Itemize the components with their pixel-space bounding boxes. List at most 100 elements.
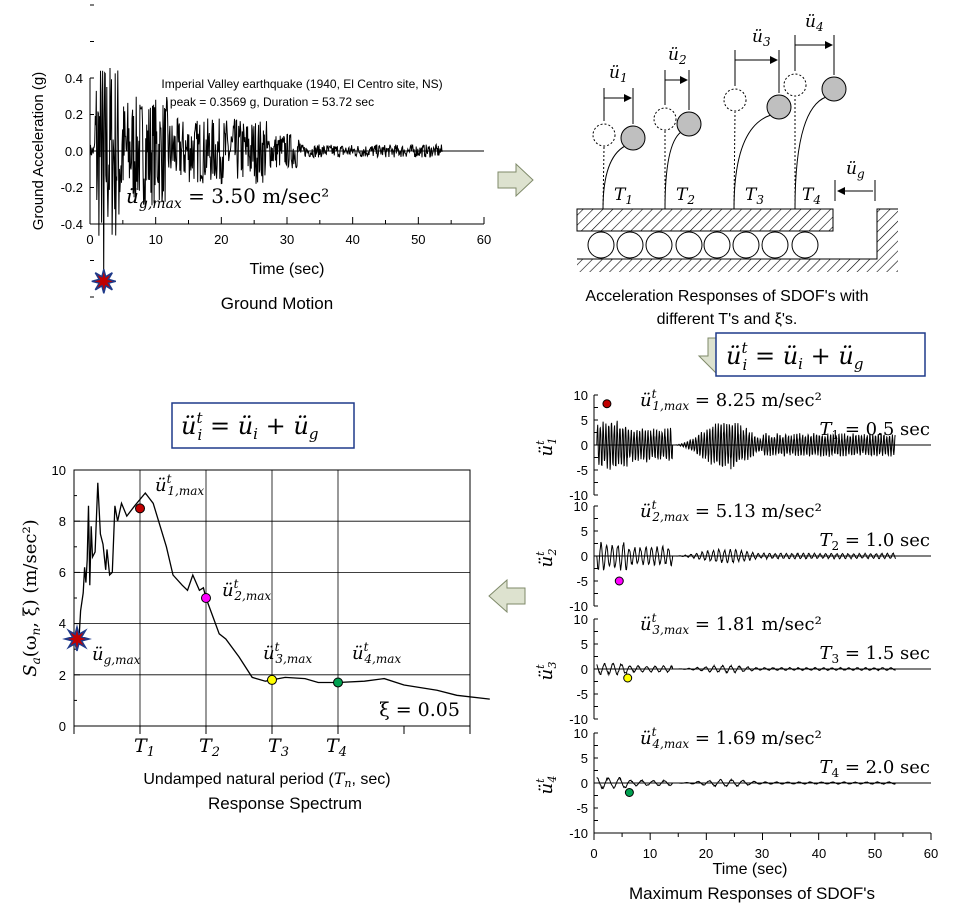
x-tick-label: 20 <box>699 846 713 861</box>
y-tick-label: -5 <box>576 801 588 816</box>
left-arrow-icon <box>488 578 526 614</box>
y-tick-label: 5 <box>581 524 588 539</box>
x-tick-label-t1: T1 <box>134 735 155 760</box>
spectrum-formula-box: üt i = üi + üg <box>171 402 355 449</box>
x-tick-label: 60 <box>477 232 491 247</box>
y-axis-label: üt2 <box>534 548 559 567</box>
x-tick-label: 30 <box>280 232 294 247</box>
x-tick-label: 20 <box>214 232 228 247</box>
shaking-base-slab <box>576 208 834 232</box>
y-tick-label: -10 <box>569 712 588 727</box>
y-tick-label: 10 <box>574 388 588 403</box>
response-panel-2: 10 5 0 -5 -10 üt2 üt 2,max = 5.13 m/sec² T2 = 1.… <box>534 498 931 614</box>
y-tick-label: -0.4 <box>61 217 83 232</box>
spectrum-marker-4 <box>333 677 343 688</box>
deformed-column <box>794 96 827 210</box>
y-tick-label: 6 <box>59 565 66 580</box>
mass-icon <box>766 94 792 120</box>
ground-motion-plot: 0.4 0.2 0.0 -0.2 -0.4 0 10 20 30 40 50 6… <box>30 4 491 313</box>
y-tick-label: 4 <box>59 616 66 631</box>
y-tick-label: 0 <box>581 662 588 677</box>
spectrum-curve <box>78 482 490 700</box>
sdof-oscillator-1 <box>592 88 646 210</box>
spectrum-marker-1 <box>135 503 145 514</box>
y-tick-label: -5 <box>576 463 588 478</box>
x-tick-label-t4: T4 <box>326 735 347 760</box>
x-tick-label-t3: T3 <box>268 735 289 760</box>
peak-formula: üt 1,max = 8.25 m/sec² <box>640 387 822 413</box>
roller <box>587 231 615 259</box>
peak-marker <box>614 576 624 586</box>
sdof-diagram: T1 T2 T3 T4 ü1 ü2 ü3 ü4 üg Acceleration … <box>576 12 898 328</box>
x-tick-label: 10 <box>643 846 657 861</box>
y-tick-label: 0.0 <box>65 144 83 159</box>
roller <box>732 231 760 259</box>
undeformed-mass <box>653 107 677 131</box>
x-axis-label: Time (sec) <box>250 261 325 278</box>
x-tick-label: 30 <box>755 846 769 861</box>
y-tick-label: 10 <box>574 499 588 514</box>
undeformed-mass <box>592 123 616 147</box>
undeformed-mass <box>723 88 747 112</box>
x-tick-label: 0 <box>590 846 597 861</box>
plot-title: Imperial Valley earthquake (1940, El Cen… <box>161 77 442 91</box>
response-spectrum-plot: 10 8 6 4 2 0 T1 T2 T3 T4 Sa(ωn, ξ) (m/se… <box>20 463 490 813</box>
x-tick-label: 40 <box>345 232 359 247</box>
spectrum-marker-2 <box>201 593 211 603</box>
ground-peak-formula: üg,max = 3.50 m/sec² <box>126 184 329 212</box>
sdof-oscillator-3 <box>723 50 792 210</box>
spectrum-label-u4: üt 4,max <box>352 640 401 666</box>
roller <box>761 231 789 259</box>
period-formula: T3 = 1.5 sec <box>820 643 931 666</box>
y-tick-label: 10 <box>574 612 588 627</box>
y-tick-label: 10 <box>574 726 588 741</box>
sdof-oscillator-4 <box>783 35 847 210</box>
y-tick-label: -5 <box>576 687 588 702</box>
peak-marker <box>624 788 634 797</box>
response-trace <box>596 777 896 790</box>
mass-icon <box>620 125 646 151</box>
y-tick-label: 5 <box>581 751 588 766</box>
peak-formula: üt 4,max = 1.69 m/sec² <box>640 725 822 751</box>
accel-label-ug: üg <box>846 159 865 181</box>
roller <box>645 231 673 259</box>
accel-label-u2: ü2 <box>668 45 687 67</box>
response-panel-4: 10 5 0 -5 -10 üt4 üt 4,max = 1.69 m/sec² T4 = 2.… <box>534 725 931 841</box>
y-tick-label: 0 <box>581 549 588 564</box>
x-tick-label: 50 <box>868 846 882 861</box>
y-tick-label: 0.4 <box>65 71 83 86</box>
total-accel-formula: üt i = üi + üg <box>181 409 318 444</box>
y-axis-label: üt4 <box>534 775 559 794</box>
x-tick-label: 50 <box>411 232 425 247</box>
roller <box>703 231 731 259</box>
x-tick-label: 60 <box>924 846 938 861</box>
total-accel-formula-box: üt i = üi + üg <box>715 332 926 377</box>
deformed-column <box>602 145 626 210</box>
y-tick-label: 0 <box>581 776 588 791</box>
y-axis-label: üt1 <box>534 437 559 456</box>
y-axis-label: Sa(ωn, ξ) (m/sec²) <box>20 519 43 676</box>
peak-marker <box>623 673 633 683</box>
peak-formula: üt 3,max = 1.81 m/sec² <box>640 611 822 637</box>
peak-star-icon <box>91 269 116 294</box>
period-label-t1: T1 <box>614 185 633 207</box>
deformed-column <box>733 114 772 210</box>
spectrum-marker-3 <box>267 674 277 685</box>
total-accel-formula: üt i = üi + üg <box>726 339 863 374</box>
y-tick-label: -10 <box>569 826 588 841</box>
ground-outline <box>577 208 898 260</box>
y-axis-label: üt3 <box>534 661 559 680</box>
spectrum-label-u3: üt 3,max <box>263 640 312 666</box>
sdof-responses-plot: 10 5 0 -5 -10 üt1 üt 1,max = 8.25 m/sec² T1 = 0.… <box>534 387 932 841</box>
x-tick-label: 40 <box>812 846 826 861</box>
ground-motion-caption: Ground Motion <box>221 294 333 313</box>
right-arrow-icon <box>497 162 534 198</box>
response-panel-3: 10 5 0 -5 -10 üt3 üt 3,max = 1.81 m/sec² T3 = 1.… <box>534 611 931 727</box>
y-tick-label: 0 <box>59 719 66 734</box>
period-formula: T4 = 2.0 sec <box>820 757 931 780</box>
period-label-t4: T4 <box>802 185 821 207</box>
ground-accel-arrow <box>834 180 876 201</box>
y-tick-label: 0 <box>581 438 588 453</box>
undeformed-mass <box>783 73 807 97</box>
y-tick-label: 2 <box>59 668 66 683</box>
